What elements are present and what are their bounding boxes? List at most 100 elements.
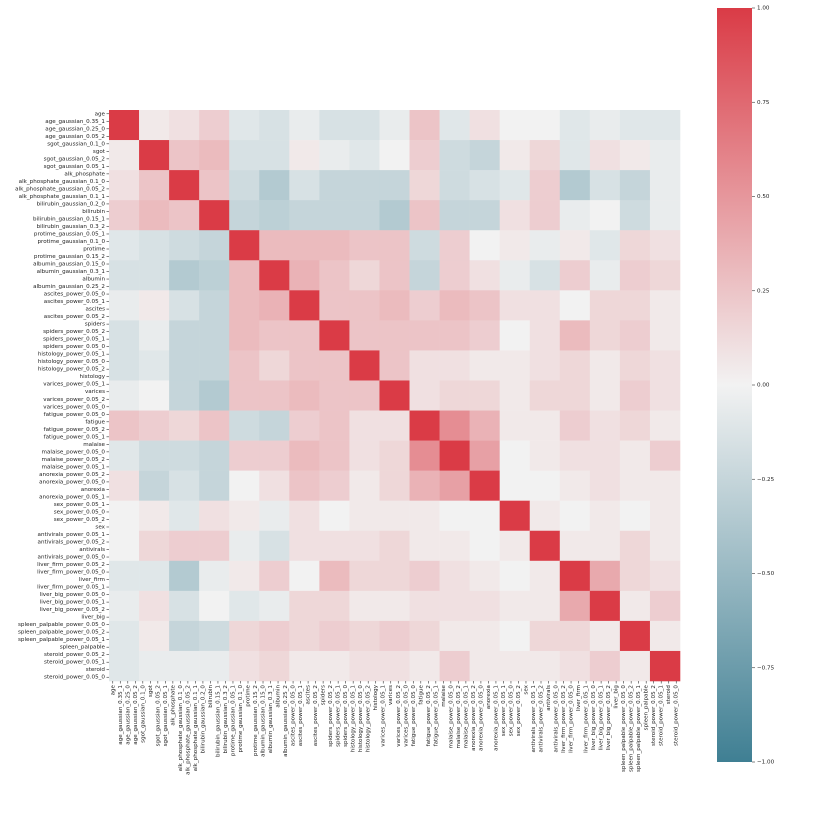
heatmap-cell [619, 290, 651, 321]
heatmap-cell [349, 290, 380, 321]
heatmap-cell [379, 560, 410, 592]
heatmap-cell [349, 170, 380, 201]
heatmap-cell [199, 470, 230, 501]
heatmap-cell [139, 290, 170, 321]
heatmap-cell [499, 350, 531, 381]
heatmap-cell [109, 470, 140, 501]
heatmap-cell [319, 260, 350, 291]
heatmap-cell [379, 170, 410, 201]
heatmap-cell [319, 110, 350, 141]
heatmap-cell [529, 590, 561, 622]
x-tick-label: spiders_power_0.05_2 [328, 685, 334, 747]
heatmap-cell [199, 110, 230, 141]
heatmap-cell [349, 440, 380, 471]
heatmap-cell [649, 110, 681, 141]
x-tick-label: ascites_power_0.05_0 [291, 685, 297, 747]
heatmap-cell [289, 620, 320, 652]
heatmap-cell [139, 440, 170, 471]
y-tick-label: age [95, 111, 106, 117]
heatmap-cell [169, 560, 200, 592]
x-tick-label: varices_power_0.05_0 [403, 685, 409, 747]
x-tick-label: fatigue [418, 684, 424, 704]
x-tick-label: ascites_power_0.05_1 [298, 685, 304, 747]
heatmap-cell [169, 650, 200, 682]
heatmap-cell [469, 170, 500, 201]
y-tick-label: protime [83, 246, 105, 252]
x-tick-label: spleen_palpable_power_0.05_0 [621, 685, 627, 772]
x-tick-label: sgot_gaussian_0.05_2 [155, 685, 161, 746]
heatmap-cell [169, 170, 200, 201]
heatmap-cell [199, 200, 230, 231]
y-tick-label: liver_big_power_0.05_0 [40, 592, 106, 598]
x-tick-label: antivirals_power_0.05_2 [539, 685, 545, 752]
heatmap-cell [649, 410, 681, 441]
x-tick-label: fatigue_power_0.05_0 [411, 685, 417, 747]
heatmap-cell [199, 440, 230, 471]
x-tick-label: age_gaussian_0.25_0 [125, 685, 131, 745]
y-tick-label: sgot_gaussian_0.1_0 [47, 141, 105, 147]
heatmap-cell [589, 110, 621, 141]
x-tick-label: varices_power_0.05_1 [381, 685, 387, 747]
heatmap-cell [649, 200, 681, 231]
heatmap-cell [439, 200, 470, 231]
heatmap-cell [409, 350, 440, 381]
y-tick-label: malaise [83, 442, 105, 448]
heatmap-cell [229, 530, 260, 562]
y-tick-label: liver_firm_power_0.05_0 [37, 570, 105, 576]
colorbar-tick-label: −0.50 [757, 571, 775, 577]
heatmap-cell [499, 170, 531, 201]
heatmap-cell [169, 500, 200, 532]
heatmap-cell [199, 620, 230, 652]
y-tick-label: anorexia_power_0.05_2 [39, 472, 105, 478]
x-tick-label: liver_big_power_0.05_1 [599, 685, 605, 751]
heatmap-cell [439, 590, 470, 622]
heatmap-cell [559, 260, 591, 291]
heatmap-cell [169, 110, 200, 141]
heatmap-cell [289, 140, 320, 171]
heatmap-cell [379, 650, 410, 682]
heatmap-cell [439, 470, 470, 501]
x-tick-label: sex_power_0.05_0 [508, 685, 514, 737]
y-tick-label: protime_gaussian_0.05_1 [34, 231, 106, 237]
y-tick-label: varices_power_0.05_0 [43, 404, 105, 410]
heatmap-cell [319, 290, 350, 321]
heatmap-cell [499, 200, 531, 231]
x-tick-label: spiders [321, 685, 327, 705]
heatmap-cell [139, 650, 170, 682]
heatmap-cell [529, 650, 561, 682]
y-tick-label: spleen_palpable_power_0.05_1 [18, 637, 105, 643]
heatmap-cell [469, 230, 500, 261]
heatmap-cell [379, 260, 410, 291]
heatmap-cell [559, 290, 591, 321]
heatmap-cell [619, 590, 651, 622]
x-tick-label: varices [388, 685, 394, 705]
heatmap-cell [349, 320, 380, 351]
heatmap-cell [379, 290, 410, 321]
heatmap-cell [649, 500, 681, 532]
colorbar-tick-label: −1.00 [757, 760, 775, 766]
y-tick-label: alk_phosphate_gaussian_0.05_2 [15, 186, 105, 192]
heatmap-cell [139, 590, 170, 622]
heatmap-cell [589, 470, 621, 501]
heatmap-cell [109, 380, 140, 411]
heatmap-cell [259, 530, 290, 562]
heatmap-cell [649, 560, 681, 592]
heatmap-cell [559, 230, 591, 261]
heatmap-cell [259, 410, 290, 441]
heatmap-cell [229, 590, 260, 622]
heatmap-cell [409, 200, 440, 231]
y-tick-label: sgot_gaussian_0.05_1 [44, 164, 106, 170]
heatmap-cell [349, 650, 380, 682]
heatmap-cell [109, 170, 140, 201]
y-tick-label: age_gaussian_0.25_0 [45, 126, 105, 132]
heatmap-cell [169, 620, 200, 652]
y-tick-label: sgot_gaussian_0.05_2 [44, 156, 105, 162]
x-tick-label: age [110, 684, 116, 695]
heatmap-cell [589, 170, 621, 201]
heatmap-cell [349, 140, 380, 171]
heatmap-cell [199, 530, 230, 562]
heatmap-cell [499, 230, 531, 261]
heatmap-cell [619, 230, 651, 261]
x-tick-label: steroid_power_0.05_1 [659, 685, 665, 746]
x-tick-label: albumin [276, 685, 282, 708]
